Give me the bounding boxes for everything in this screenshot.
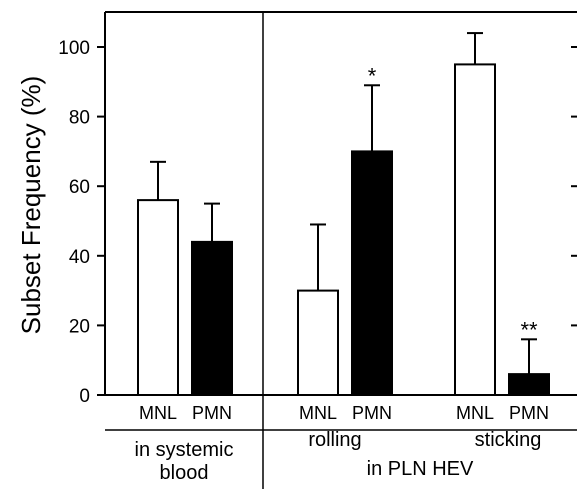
x-tick-label-pmn-sticking: PMN	[509, 403, 549, 423]
x-tick-label-pmn-blood: PMN	[192, 403, 232, 423]
y-tick-label-20: 20	[69, 316, 90, 337]
x-tick-label-mnl-rolling: MNL	[299, 403, 337, 423]
bar-mnl-4	[454, 63, 496, 397]
y-axis-label: Subset Frequency (%)	[16, 76, 46, 335]
y-tick-label-60: 60	[69, 177, 90, 198]
x-tick-label-mnl-blood: MNL	[139, 403, 177, 423]
x-tick-label-mnl-sticking: MNL	[456, 403, 494, 423]
bar-pmn-3	[351, 150, 393, 396]
significance-marker-pmn-sticking: **	[520, 317, 538, 342]
y-tick-label-80: 80	[69, 108, 90, 129]
y-tick-label-40: 40	[69, 247, 90, 268]
y-tick-label-100: 100	[58, 38, 90, 59]
significance-marker-pmn-rolling: *	[368, 63, 377, 88]
group-label-pln-hev: in PLN HEV	[367, 458, 474, 480]
y-tick-label-0: 0	[79, 386, 90, 407]
subgroup-label-rolling: rolling	[308, 429, 361, 451]
subgroup-label-sticking: sticking	[475, 429, 542, 451]
group-label-systemic-line2: blood	[160, 462, 209, 484]
bar-mnl-2	[297, 289, 339, 397]
bar-mnl-0	[137, 199, 179, 396]
bar-pmn-5	[508, 373, 550, 396]
group-label-systemic-line1: in systemic	[135, 439, 234, 461]
x-tick-label-pmn-rolling: PMN	[352, 403, 392, 423]
bar-pmn-1	[191, 240, 233, 396]
